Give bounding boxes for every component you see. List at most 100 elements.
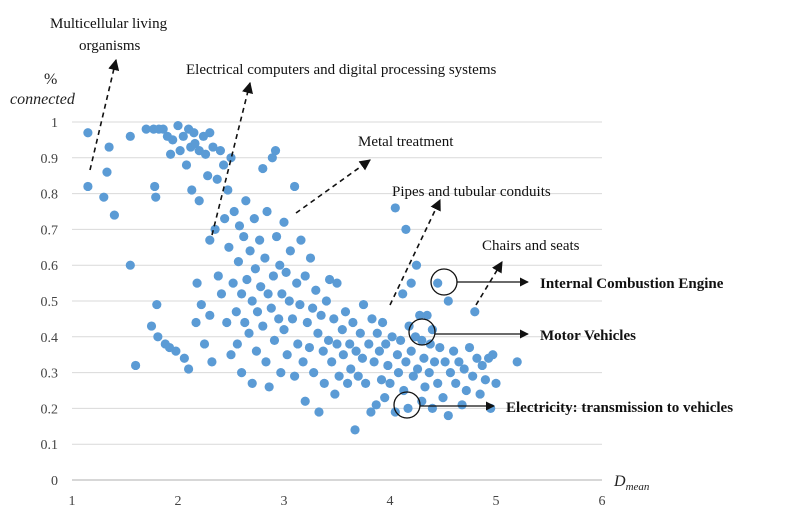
data-point — [417, 335, 427, 345]
data-point — [313, 328, 323, 338]
data-point — [263, 289, 273, 299]
data-point — [340, 307, 351, 317]
data-point — [205, 310, 215, 320]
annotation-pipes-conduits: Pipes and tubular conduits — [392, 184, 551, 200]
data-point — [338, 350, 348, 360]
data-point — [104, 142, 114, 152]
data-point — [300, 271, 310, 281]
y-tick-label: 0.4 — [41, 331, 59, 346]
data-point — [146, 321, 157, 331]
data-point — [438, 393, 448, 403]
x-tick-label: 5 — [493, 494, 500, 509]
y-axis-title-line2: connected — [10, 91, 76, 108]
callout-label-electricity: Electricity: transmission to vehicles — [506, 400, 733, 416]
y-tick-label: 0.7 — [41, 223, 59, 238]
data-point — [329, 314, 339, 324]
data-point — [443, 296, 453, 306]
data-point — [234, 221, 245, 231]
data-point — [406, 346, 416, 356]
y-tick-label: 0.9 — [41, 152, 59, 167]
data-point — [218, 160, 229, 170]
data-point — [461, 385, 471, 396]
data-point — [152, 299, 162, 310]
data-point — [222, 317, 232, 328]
data-point — [319, 378, 329, 388]
y-axis-title-line1: % — [44, 71, 57, 88]
data-point — [408, 371, 418, 381]
data-point — [321, 296, 331, 306]
data-point — [284, 296, 294, 306]
data-point — [274, 314, 284, 324]
data-point — [387, 332, 397, 342]
data-point — [488, 350, 498, 360]
x-tick-label: 6 — [599, 494, 606, 509]
data-point — [261, 357, 271, 367]
data-point — [266, 303, 276, 313]
annotation-chairs-seats: Chairs and seats — [482, 238, 580, 254]
data-point — [398, 289, 408, 299]
data-point — [429, 357, 440, 367]
data-point — [279, 325, 289, 335]
data-point — [443, 410, 453, 421]
data-point — [358, 299, 369, 310]
x-tick-labels: 1 2 3 4 5 6 — [69, 494, 606, 509]
data-point — [295, 299, 305, 310]
data-point — [220, 214, 230, 224]
data-point — [440, 357, 450, 367]
data-point — [351, 346, 361, 356]
data-point — [374, 346, 384, 356]
data-point — [412, 364, 423, 374]
data-point — [355, 328, 365, 338]
data-point — [385, 378, 395, 388]
data-point — [141, 124, 151, 134]
data-point — [468, 371, 478, 381]
data-point — [470, 307, 480, 317]
data-point — [334, 371, 344, 381]
data-point — [346, 364, 356, 374]
data-point — [213, 271, 223, 281]
data-point — [224, 242, 234, 252]
data-points — [83, 120, 522, 435]
x-tick-label: 3 — [281, 494, 288, 509]
data-point — [196, 299, 206, 310]
data-point — [305, 253, 316, 263]
arrow-chairs-seats — [475, 261, 503, 306]
data-point — [401, 224, 411, 234]
data-point — [216, 289, 227, 299]
data-point — [153, 332, 163, 342]
data-point — [345, 339, 355, 349]
data-point — [207, 357, 217, 367]
data-point — [380, 393, 390, 403]
annotation-multicellular-line2: organisms — [79, 38, 141, 54]
data-point — [229, 206, 239, 217]
x-tick-label: 1 — [69, 494, 76, 509]
data-point — [300, 396, 310, 406]
data-point — [350, 425, 360, 435]
data-point — [383, 360, 393, 371]
data-point — [364, 339, 374, 349]
data-point — [424, 368, 434, 378]
data-point — [179, 353, 189, 363]
data-point — [292, 278, 302, 288]
data-point — [250, 264, 260, 274]
data-point — [348, 317, 358, 328]
data-point — [181, 160, 192, 170]
data-point — [290, 181, 300, 192]
callout-label-motor-vehicles: Motor Vehicles — [540, 328, 636, 344]
data-point — [480, 375, 490, 385]
data-point — [401, 357, 411, 367]
data-point — [267, 153, 277, 163]
data-point — [240, 317, 250, 328]
data-point — [279, 217, 289, 227]
data-point — [311, 285, 321, 295]
data-point — [454, 357, 464, 367]
data-point — [512, 357, 522, 367]
arrow-electrical-computers — [211, 81, 253, 236]
data-point — [304, 342, 315, 353]
y-tick-label: 0.3 — [41, 367, 59, 382]
data-point — [435, 342, 445, 353]
data-point — [422, 310, 432, 320]
data-point — [372, 328, 382, 338]
data-point — [343, 378, 353, 388]
